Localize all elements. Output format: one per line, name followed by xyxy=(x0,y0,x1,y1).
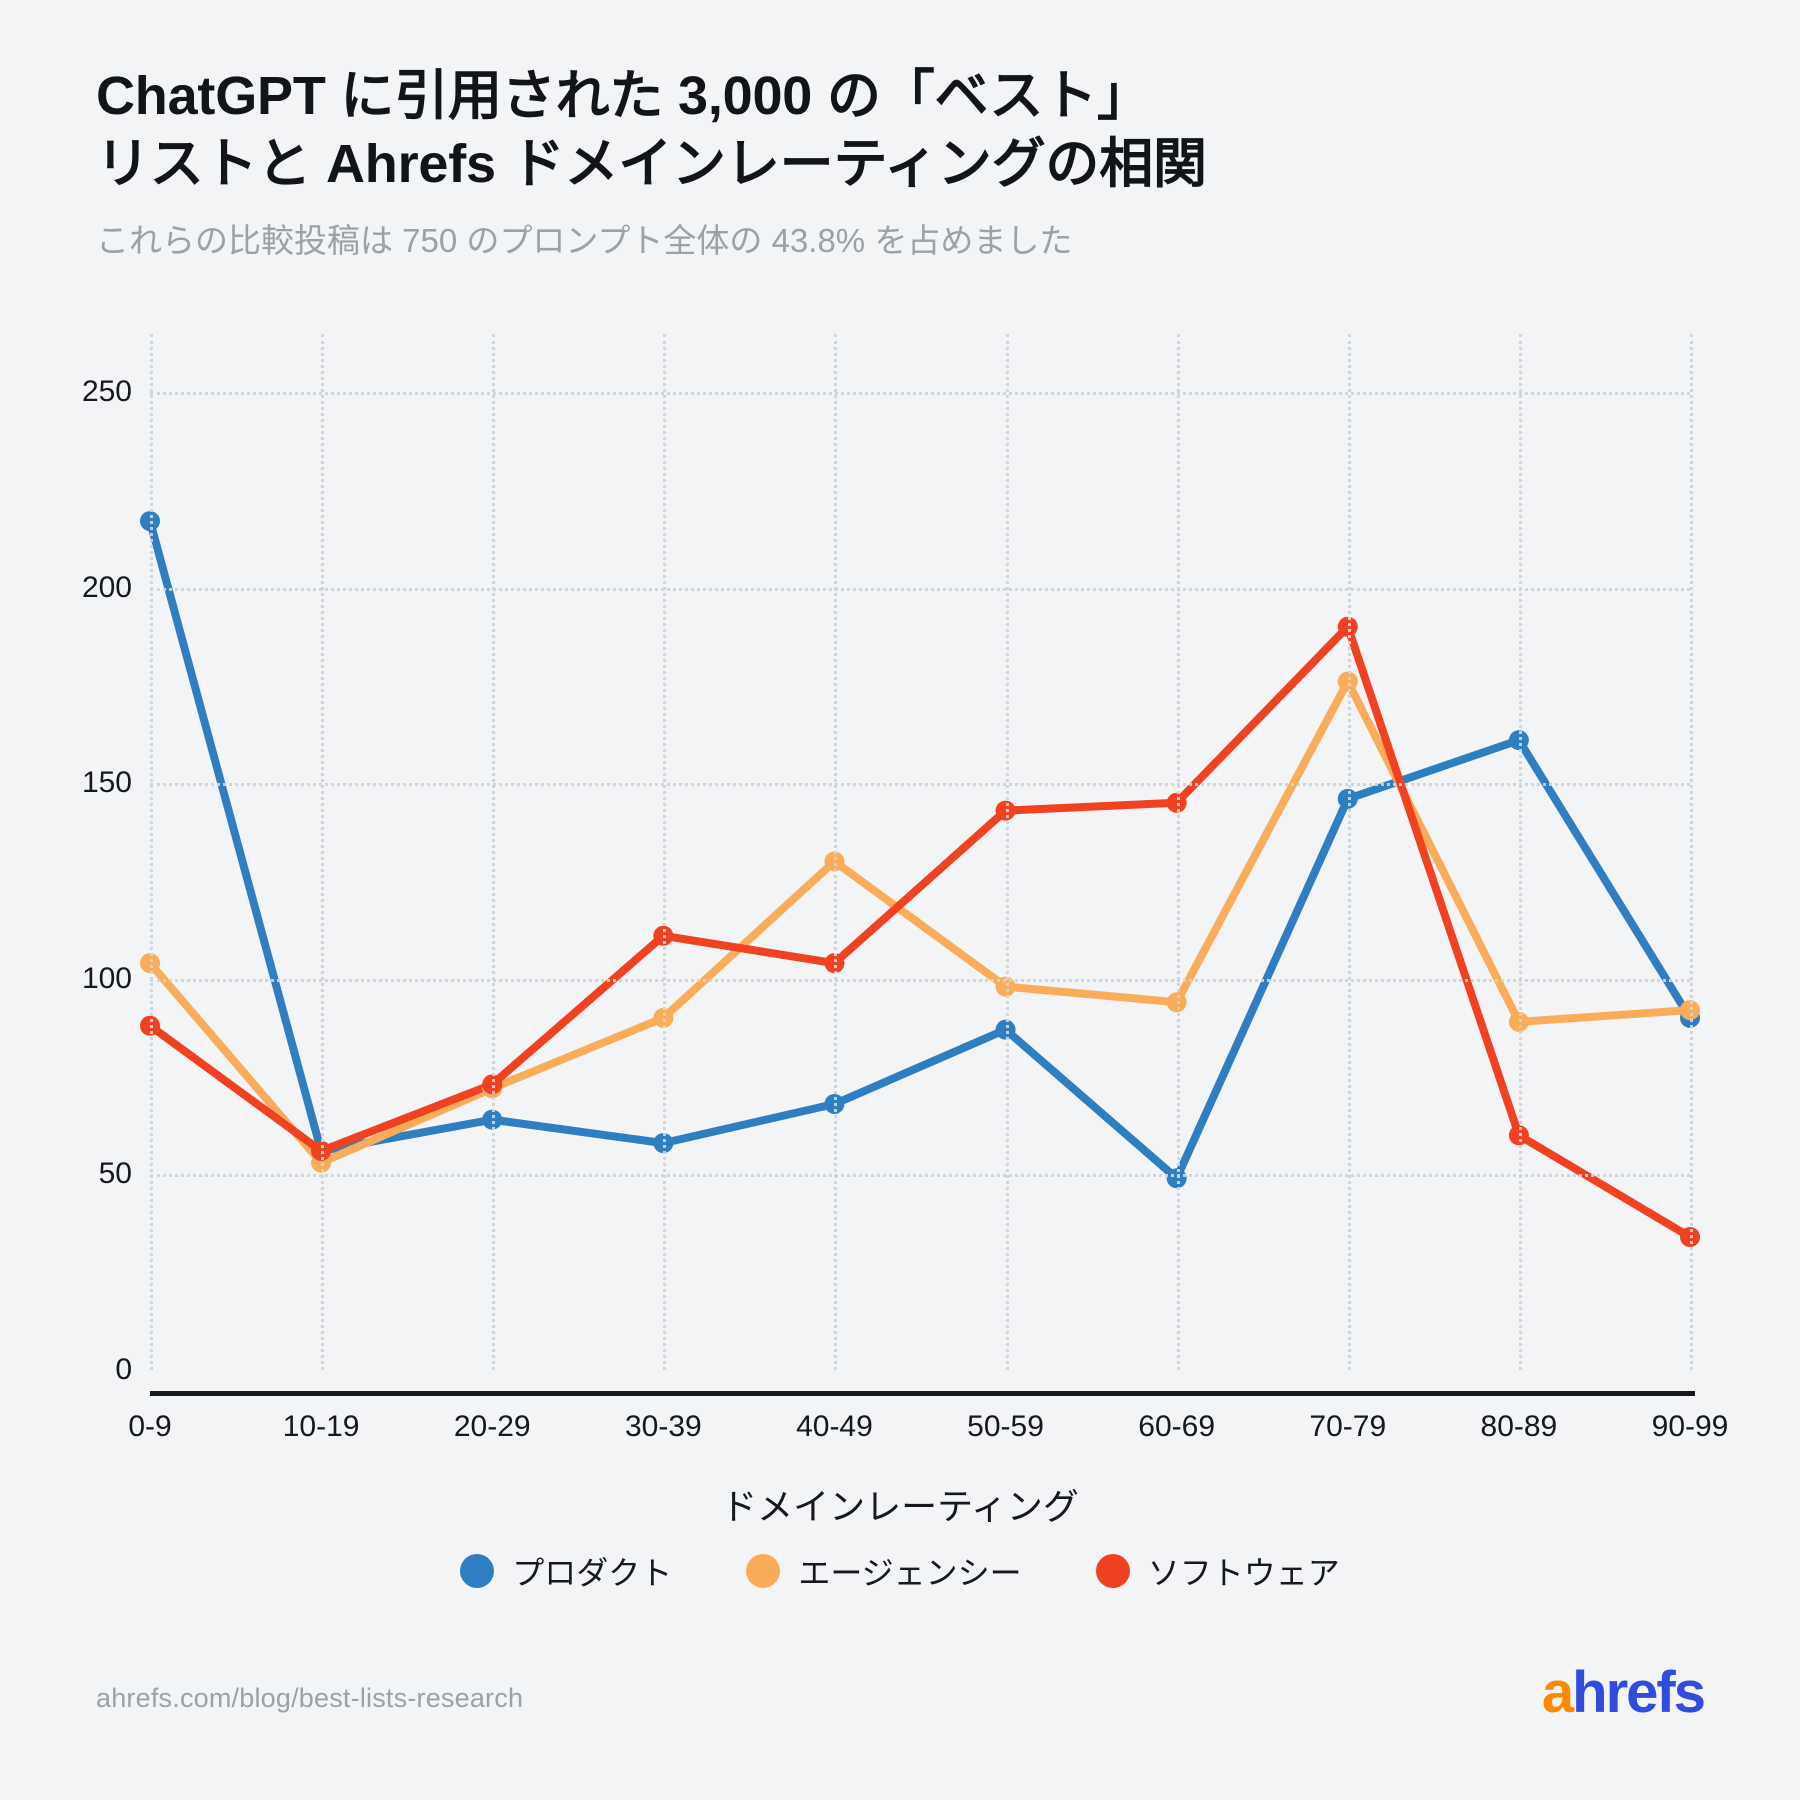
x-axis-tick-label: 30-39 xyxy=(624,1410,702,1443)
y-axis-tick-labels: 0 50 100 150 200 250 xyxy=(0,330,150,1430)
series-line xyxy=(150,521,1690,1178)
legend-color-dot xyxy=(746,1554,781,1588)
logo-text-hrefs: hrefs xyxy=(1572,1660,1706,1725)
gridline-vertical xyxy=(1518,334,1522,1370)
gridline-vertical xyxy=(1690,334,1693,1370)
gridline-vertical xyxy=(492,334,496,1370)
x-axis-tick-label: 70-79 xyxy=(1309,1410,1387,1443)
series-line xyxy=(150,627,1690,1237)
gridline-horizontal xyxy=(150,392,1690,395)
x-axis-tick-label: 60-69 xyxy=(1138,1410,1216,1443)
legend-item[interactable]: プロダクト xyxy=(460,1548,672,1594)
x-axis-line xyxy=(150,1391,1695,1396)
y-axis-tick-label: 200 xyxy=(81,570,132,604)
legend-color-dot xyxy=(460,1554,495,1588)
legend-color-dot xyxy=(1095,1554,1130,1588)
gridline-vertical xyxy=(1005,334,1009,1370)
x-axis-tick-label: 90-99 xyxy=(1651,1410,1729,1443)
source-url: ahrefs.com/blog/best-lists-research xyxy=(96,1683,524,1713)
x-axis-tick-label: 80-89 xyxy=(1480,1410,1558,1443)
legend-item[interactable]: ソフトウェア xyxy=(1095,1548,1340,1594)
gridline-vertical xyxy=(150,334,153,1370)
ahrefs-logo: ahrefs xyxy=(1542,1664,1706,1722)
gridline-vertical xyxy=(1176,334,1180,1370)
gridline-horizontal xyxy=(150,783,1690,787)
gridline-horizontal xyxy=(150,978,1690,982)
gridline-vertical xyxy=(834,334,838,1370)
x-axis-title: ドメインレーティング xyxy=(721,1486,1079,1527)
x-axis-tick-labels: 0-9 10-19 20-29 30-39 40-49 50-59 60-69 70-79 80… xyxy=(128,1410,1728,1470)
series-line xyxy=(150,681,1690,1162)
x-axis-tick-label: 0-9 xyxy=(128,1410,172,1443)
legend-label: ソフトウェア xyxy=(1147,1555,1340,1591)
gridline-vertical xyxy=(1347,334,1351,1370)
y-axis-tick-label: 50 xyxy=(98,1157,132,1191)
legend-label: プロダクト xyxy=(512,1555,673,1591)
chart-legend: プロダクト エージェンシー ソフトウェア xyxy=(0,1548,1800,1594)
x-axis-tick-label: 50-59 xyxy=(967,1410,1044,1443)
legend-label: エージェンシー xyxy=(798,1555,1022,1591)
gridline-vertical xyxy=(321,334,325,1370)
plot-region xyxy=(140,334,1700,1370)
page-subtitle: これらの比較投稿は 750 のプロンプト全体の 43.8% を占めました xyxy=(96,222,1073,260)
gridline-horizontal xyxy=(150,1174,1690,1178)
page-title: ChatGPT に引用された 3,000 の「ベスト」 リストと Ahrefs … xyxy=(96,66,1207,195)
x-axis-tick-label: 10-19 xyxy=(282,1410,360,1443)
x-axis-tick-label: 40-49 xyxy=(796,1410,873,1443)
gridline-horizontal xyxy=(150,587,1690,591)
header: ChatGPT に引用された 3,000 の「ベスト」 リストと Ahrefs … xyxy=(96,62,1696,263)
y-axis-tick-label: 250 xyxy=(81,375,132,408)
logo-letter-a: a xyxy=(1541,1660,1574,1725)
legend-item[interactable]: エージェンシー xyxy=(746,1548,1022,1594)
series-lines-svg xyxy=(140,511,1700,1247)
chart-area xyxy=(0,330,1800,1490)
x-axis-tick-label: 20-29 xyxy=(453,1410,531,1443)
y-axis-tick-label: 100 xyxy=(81,961,132,995)
y-axis-tick-label: 0 xyxy=(115,1353,132,1386)
y-axis-tick-label: 150 xyxy=(81,766,132,800)
gridline-vertical xyxy=(663,334,667,1370)
